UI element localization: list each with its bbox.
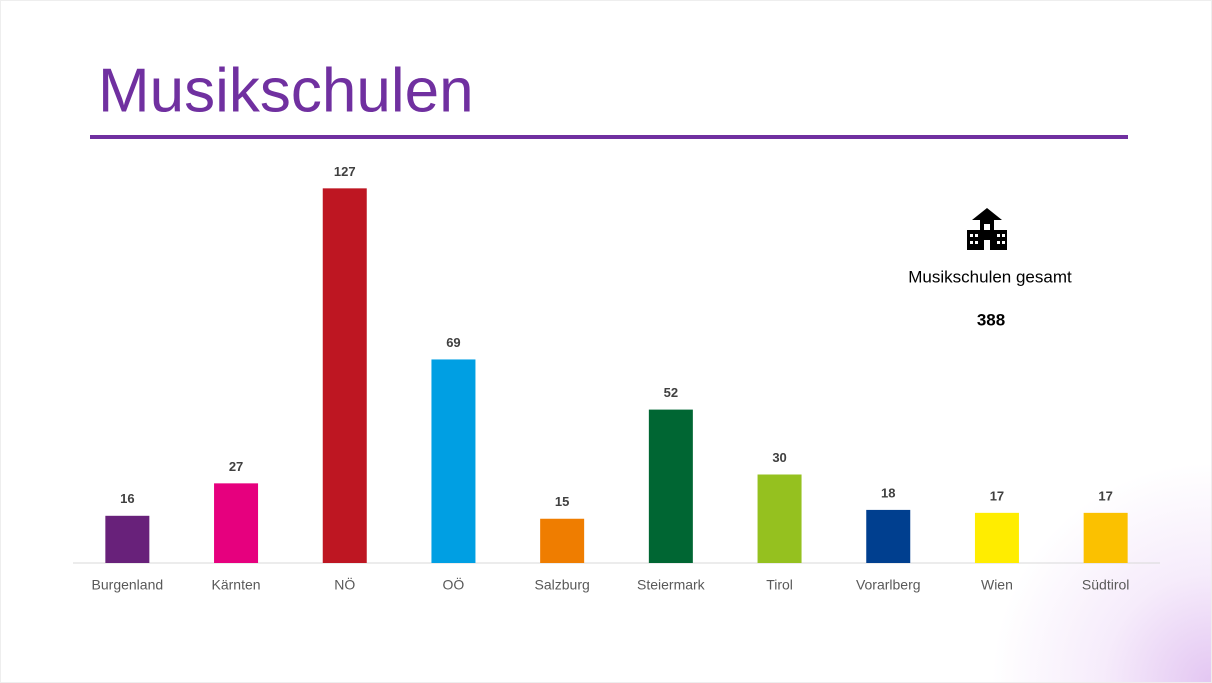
chart-title: Musikschulen [98,56,474,125]
value-label: 16 [120,491,134,506]
x-tick-label: Kärnten [212,577,261,593]
bar [214,483,259,563]
value-label: 52 [664,385,678,400]
bar [866,509,911,563]
value-label: 30 [772,450,786,465]
bar [431,359,476,563]
school-icon [967,208,1007,250]
corner-glow [812,283,1212,683]
annotation-value: 388 [977,310,1005,329]
value-label: 18 [881,485,895,500]
bar [757,474,802,563]
bar [648,409,693,563]
x-tick-label: Steiermark [637,577,706,593]
title-rule [90,135,1128,139]
x-tick-label: Wien [981,577,1013,593]
bar [105,515,150,563]
bar [1083,512,1128,563]
bar [322,188,367,563]
x-tick-label: OÖ [443,576,465,593]
x-tick-label: Vorarlberg [856,577,921,593]
value-label: 17 [990,488,1004,503]
bar [974,512,1019,563]
x-tick-label: NÖ [334,576,355,593]
value-label: 15 [555,494,569,509]
value-label: 127 [334,164,356,179]
annotation-label: Musikschulen gesamt [908,267,1072,286]
x-tick-label: Salzburg [535,577,590,593]
x-tick-label: Tirol [766,577,793,593]
value-label: 69 [446,335,460,350]
value-label: 27 [229,459,243,474]
value-label: 17 [1098,488,1112,503]
x-tick-label: Burgenland [92,577,164,593]
bar [540,518,585,563]
x-tick-label: Südtirol [1082,577,1129,593]
